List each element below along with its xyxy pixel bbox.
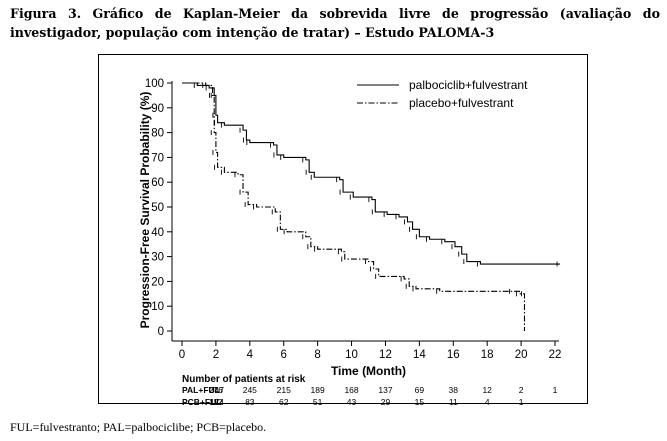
risk-count: 189 [311,385,325,395]
x-tick-label: 4 [247,349,254,361]
risk-count: 215 [277,385,291,395]
risk-row-label: PAL+FUL [182,385,220,395]
y-tick-label: 40 [151,227,164,239]
y-tick-label: 70 [151,152,164,164]
risk-count: 69 [415,385,425,395]
risk-count: 112 [209,397,223,407]
x-tick-label: 16 [447,349,460,361]
risk-count: 174 [210,397,224,407]
y-tick-label: 60 [151,177,164,189]
y-tick-label: 30 [151,252,164,264]
x-tick-label: 2 [213,349,219,361]
risk-count: 11 [449,397,458,407]
figure-caption: Figura 3. Gráfico de Kaplan-Meier da sob… [10,6,660,40]
x-tick-label: 8 [314,349,320,361]
risk-count: 4 [485,397,490,407]
x-tick-label: 22 [549,349,562,361]
series-line-palbociclib [182,82,561,265]
x-axis-label: Time (Month) [331,364,406,378]
risk-table-title: Number of patients at risk [182,374,306,385]
legend-label: palbociclib+fulvestrant [409,78,528,92]
risk-count: 245 [243,385,257,395]
risk-count: 276 [209,385,223,395]
risk-count: 29 [381,397,391,407]
risk-count: 12 [482,385,492,395]
risk-count: 51 [313,397,323,407]
risk-count: 347 [210,385,224,395]
risk-count: 1 [519,397,524,407]
risk-count: 2 [519,385,524,395]
risk-count: 62 [279,397,289,407]
y-tick-label: 100 [145,78,164,90]
x-tick-label: 10 [345,349,358,361]
y-tick-label: 10 [151,301,164,313]
risk-count: 15 [415,397,425,407]
chart-frame [98,54,588,404]
series-line-placebo [182,82,526,331]
y-tick-label: 90 [151,103,164,115]
x-tick-label: 12 [379,349,392,361]
risk-row-label: PCB+FUL [182,397,221,407]
risk-count: 83 [245,397,255,407]
risk-count: 43 [347,397,357,407]
x-tick-label: 0 [179,349,185,361]
x-tick-label: 14 [413,349,426,361]
legend-label: placebo+fulvestrant [409,96,514,110]
x-tick-label: 6 [281,349,287,361]
y-tick-label: 20 [151,276,164,288]
risk-count: 38 [449,385,459,395]
risk-count: 137 [378,385,392,395]
y-tick-label: 50 [151,202,164,214]
risk-count: 168 [344,385,358,395]
y-tick-label: 80 [151,128,164,140]
abbreviation-footnote: FUL=fulvestranto; PAL=palbociclibe; PCB=… [10,420,267,434]
risk-count: 1 [553,385,558,395]
x-tick-label: 20 [515,349,528,361]
y-axis-label: Progression-Free Survival Probability (%… [138,92,152,329]
y-tick-label: 0 [158,326,164,338]
x-tick-label: 18 [481,349,494,361]
